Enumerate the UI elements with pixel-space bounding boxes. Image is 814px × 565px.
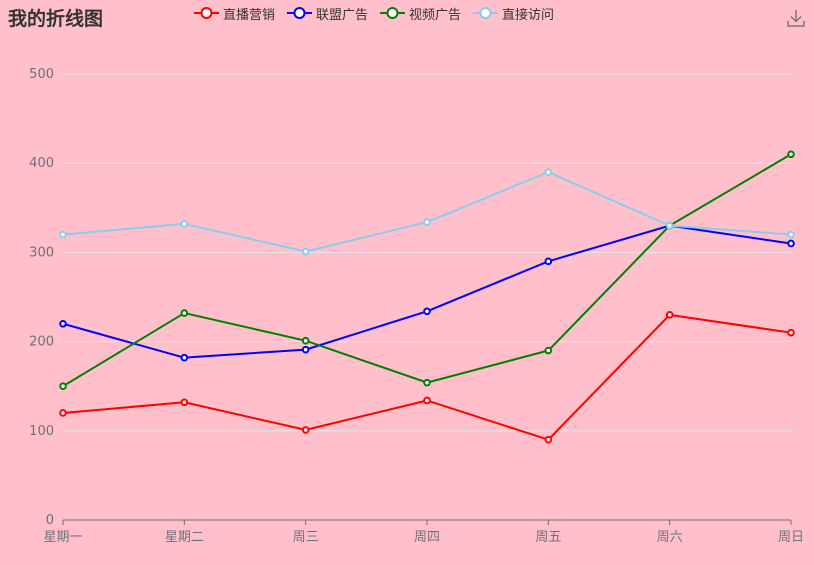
y-tick-label-4: 400	[29, 156, 54, 171]
series-3-point-1	[180, 220, 189, 228]
x-tick-label-1: 星期二	[165, 530, 204, 545]
series-1-point-1	[180, 353, 189, 362]
series-2-point-3	[423, 378, 431, 387]
legend-item-live-marketing[interactable]: 直播营销	[194, 4, 275, 23]
series-3-point-3	[423, 218, 431, 226]
download-icon	[787, 10, 805, 27]
y-tick-label-5: 500	[29, 67, 54, 82]
y-tick-label-2: 200	[29, 335, 54, 350]
legend-label-video-ads: 视频广告	[409, 7, 462, 23]
legend-item-video-ads[interactable]: 视频广告	[380, 4, 461, 23]
series-0-point-3	[423, 396, 431, 405]
x-tick-label-2: 周三	[293, 530, 319, 545]
legend-swatch-live-marketing	[194, 7, 219, 19]
legend-label-live-marketing: 直播营销	[223, 7, 276, 23]
legend-item-direct-visits[interactable]: 直接访问	[473, 4, 554, 23]
series-3-point-0	[59, 230, 67, 239]
series-1-point-4	[544, 257, 553, 266]
series-3-point-6	[787, 230, 795, 239]
series-0-point-5	[665, 311, 674, 319]
legend: 直播营销 联盟广告 视频广告 直接访问	[194, 3, 554, 23]
x-tick-label-3: 周四	[414, 530, 440, 545]
series-0-point-6	[787, 328, 795, 337]
legend-label-direct-visits: 直接访问	[502, 7, 555, 23]
series-line-1	[62, 224, 792, 359]
x-tick-label-6: 周日	[778, 530, 804, 545]
series-3-point-4	[544, 168, 553, 176]
legend-item-affiliate-ads[interactable]: 联盟广告	[287, 4, 368, 23]
legend-swatch-direct-visits	[473, 7, 499, 19]
series-line-0	[62, 313, 792, 441]
series-3-point-5	[665, 221, 674, 230]
x-tick-label-4: 周五	[535, 530, 561, 545]
y-tick-label-3: 300	[29, 245, 54, 260]
legend-label-affiliate-ads: 联盟广告	[316, 7, 369, 23]
series-2-point-6	[787, 150, 795, 159]
series-2-point-1	[180, 309, 189, 317]
series-1-point-0	[59, 319, 67, 328]
series-line-3	[62, 171, 792, 253]
series-1-point-2	[301, 345, 310, 354]
x-tick-label-5: 周六	[657, 530, 683, 545]
y-tick-label-1: 100	[29, 424, 54, 439]
series-0-point-0	[59, 409, 67, 417]
chart-title: 我的折线图	[8, 8, 104, 30]
series-2-point-4	[544, 346, 553, 355]
series-2-point-2	[301, 336, 310, 345]
series-1-point-6	[787, 239, 795, 248]
legend-swatch-video-ads	[380, 7, 406, 19]
y-tick-label-0: 0	[46, 513, 54, 528]
legend-swatch-affiliate-ads	[287, 7, 313, 19]
series-0-point-4	[544, 435, 553, 444]
series-3-point-2	[301, 247, 310, 256]
series-line-2	[62, 153, 792, 388]
series-2-point-0	[59, 382, 67, 391]
x-tick-label-0: 星期一	[43, 530, 82, 545]
series-0-point-2	[301, 426, 310, 434]
download-button[interactable]	[786, 8, 806, 28]
series-0-point-1	[180, 398, 189, 407]
series-1-point-3	[423, 307, 431, 316]
